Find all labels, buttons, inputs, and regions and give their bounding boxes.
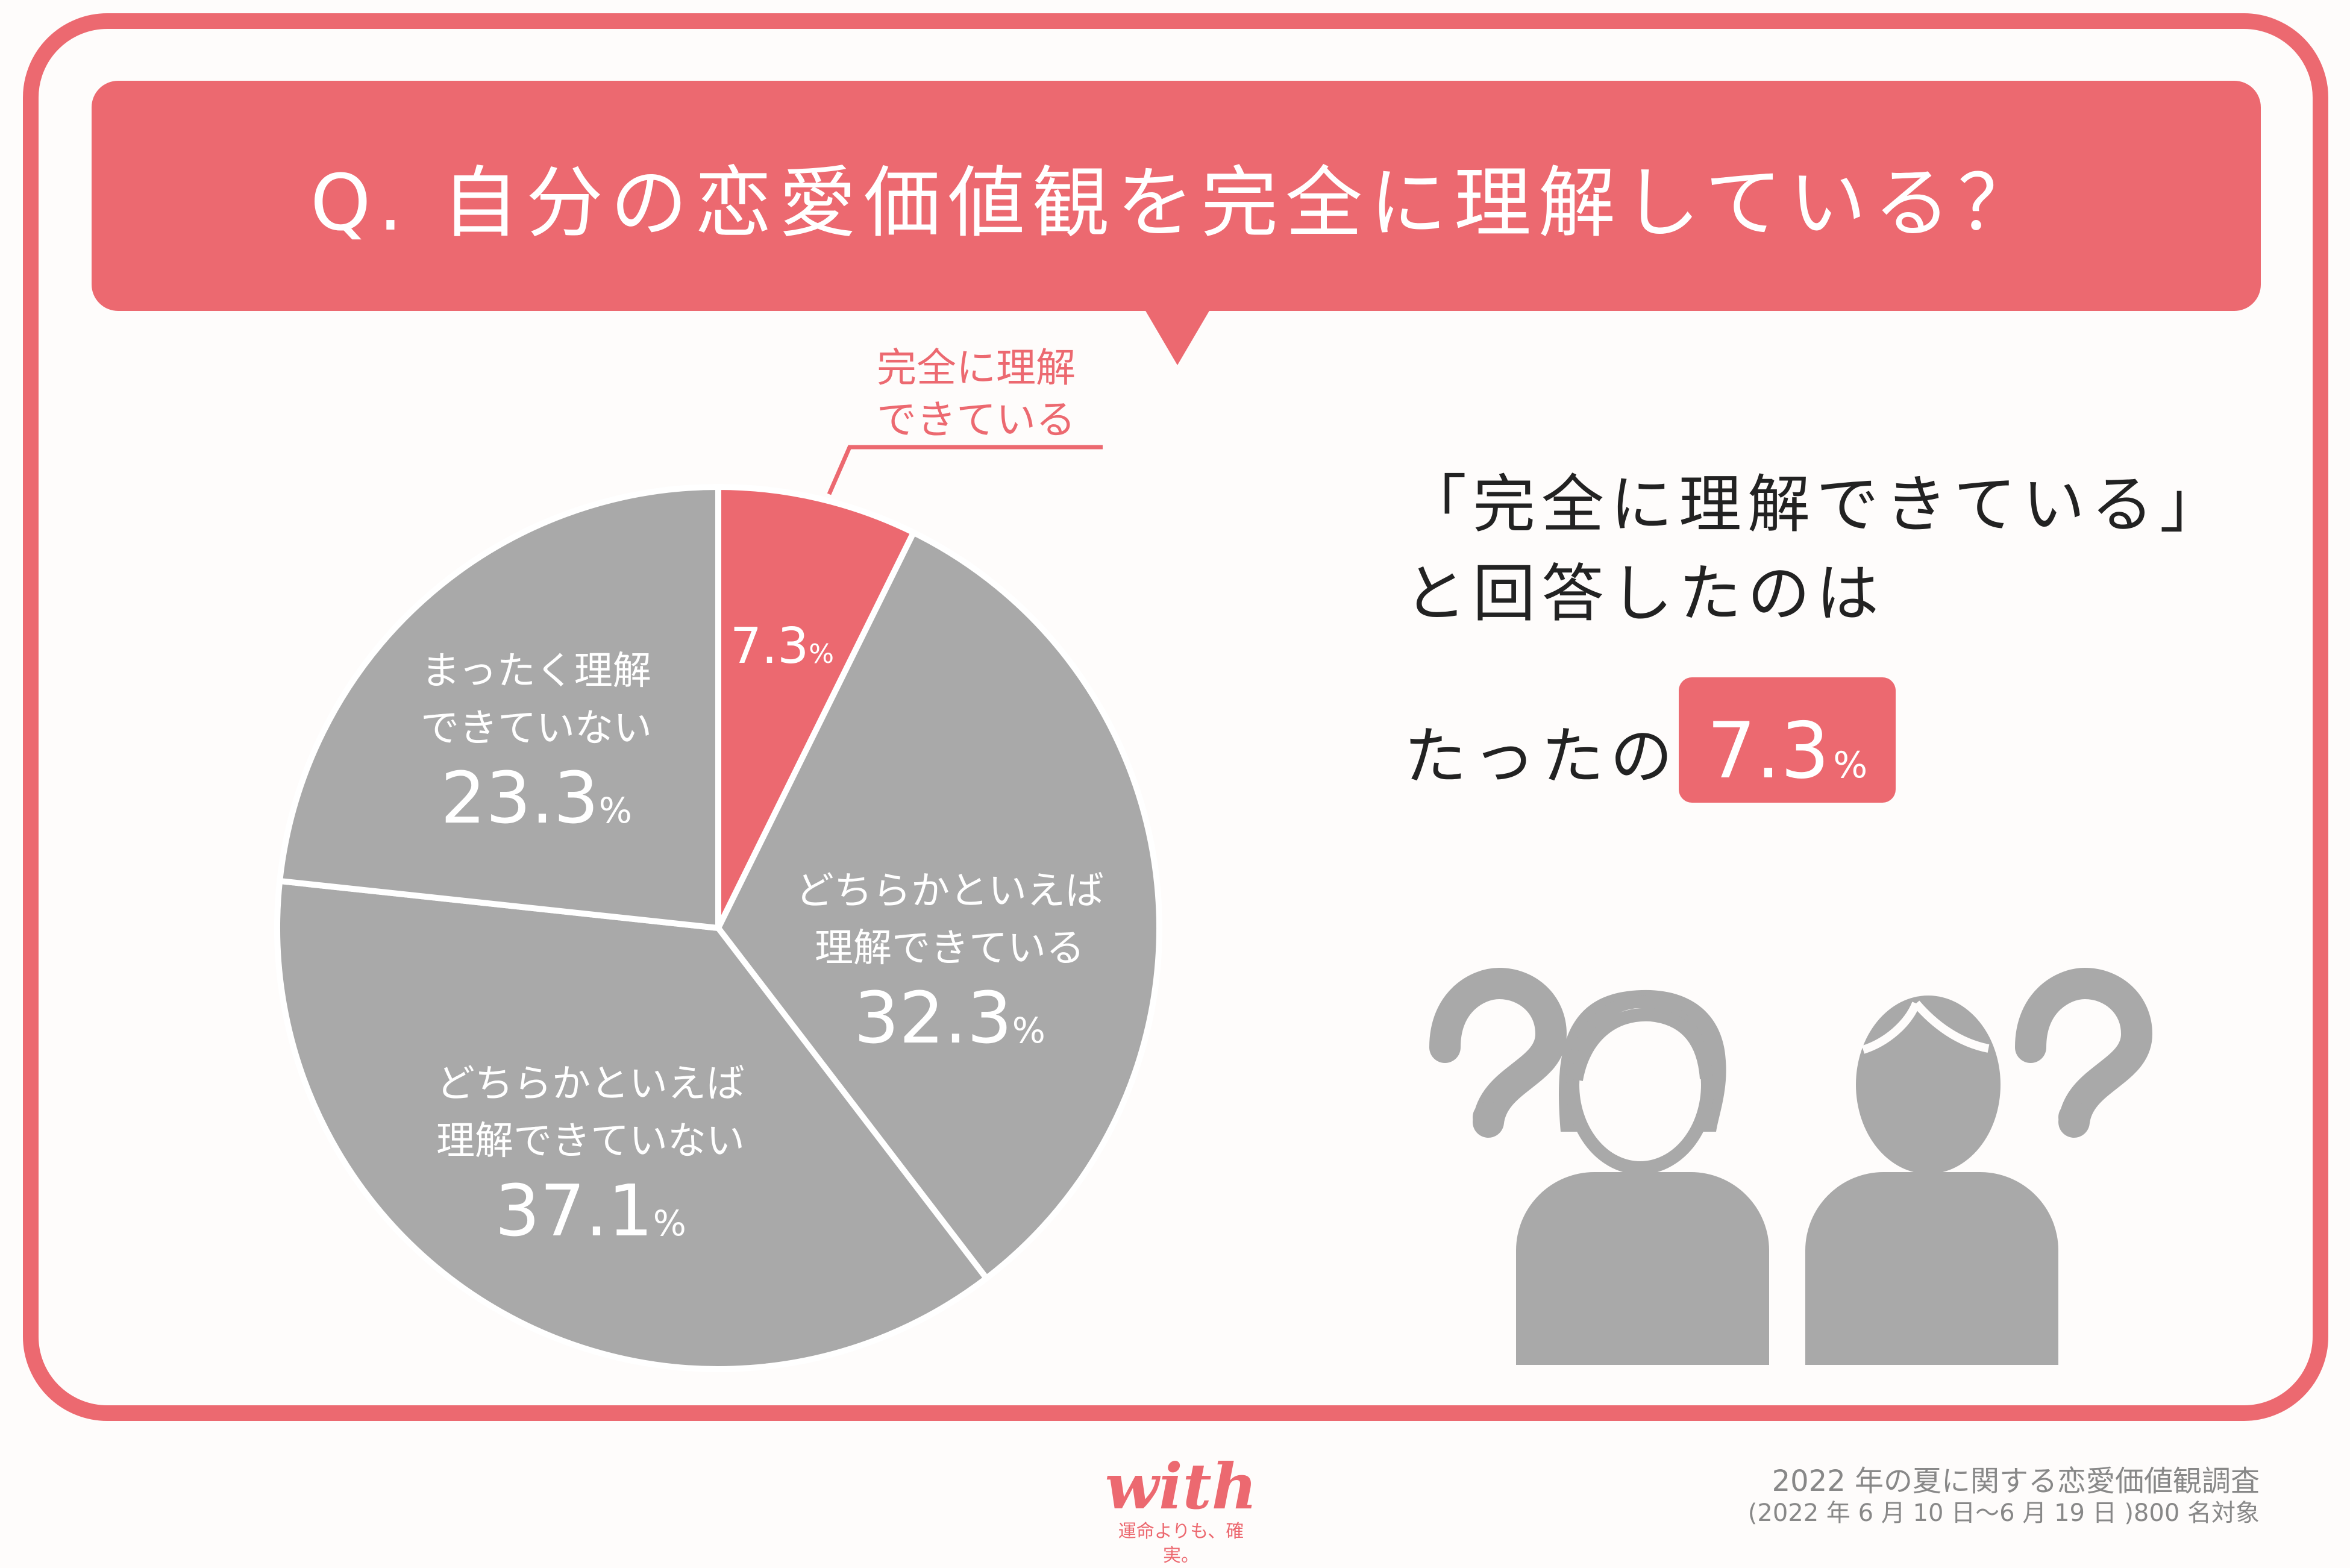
badge-unit: % [1833, 744, 1868, 786]
pie-value-2: 32.3% [854, 976, 1045, 1059]
logo-word: with [1104, 1449, 1258, 1523]
callout-line-1: 完全に理解 [877, 345, 1076, 391]
brand-logo: with 運命よりも、確実。 [1103, 1454, 1259, 1568]
callout-label: 完全に理解 できている [844, 342, 1109, 446]
woman-icon [1516, 989, 1769, 1365]
survey-title: 2022 年の夏に関する恋愛価値観調査 [1772, 1464, 2260, 1498]
summary-line-3: たったの [1404, 720, 1679, 793]
logo-tagline: 運命よりも、確実。 [1118, 1521, 1244, 1566]
highlight-badge: 7.3 % [1679, 677, 1896, 803]
pie-value-1: 7.3% [730, 618, 834, 675]
banner-pointer [1145, 310, 1210, 365]
question-mark-dot [2058, 1102, 2090, 1133]
pie-slice-1 [715, 483, 918, 930]
pie-label-4-line-1: まったく理解 [421, 649, 651, 694]
pie-label-3-line-2: 理解できていない [436, 1119, 745, 1164]
callout-leader-line [827, 445, 1103, 495]
question-title: Q. 自分の恋愛価値観を完全に理解している？ [310, 158, 2043, 248]
pie-value-4: 23.3% [440, 756, 632, 839]
summary-line-1: 「完全に理解できている」 [1404, 468, 2229, 541]
pie-slice-2 [715, 528, 1162, 1283]
pie-slice-4 [276, 483, 721, 932]
survey-period: (2022 年 6 月 10 日〜6 月 19 日 )800 名対象 [1747, 1499, 2260, 1527]
question-banner [92, 81, 2261, 311]
pie-label-2-line-2: 理解できている [815, 926, 1085, 971]
pie-label-2-line-1: どちらかといえば [795, 869, 1104, 914]
pie-label-3-line-1: どちらかといえば [436, 1062, 745, 1106]
pie-label-4-line-2: できていない [421, 706, 652, 751]
pie-value-3: 37.1% [495, 1169, 686, 1252]
callout-line-2: できている [877, 397, 1076, 443]
question-mark-icon [1429, 967, 1567, 1138]
man-icon [1805, 996, 2058, 1365]
badge-value: 7.3 [1706, 706, 1830, 796]
pie-slice-3 [274, 877, 991, 1372]
question-mark-icon [2015, 967, 2153, 1138]
question-mark-dot [1473, 1102, 1504, 1133]
summary-line-2: と回答したのは [1404, 557, 1885, 630]
